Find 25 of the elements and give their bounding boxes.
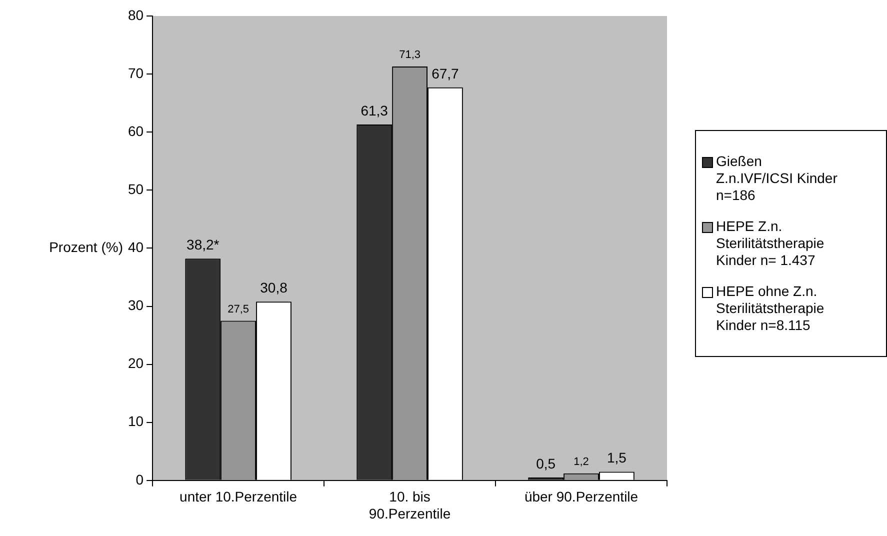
- data-label: 71,3: [399, 49, 420, 62]
- data-label: 1,2: [574, 456, 589, 468]
- y-tick-label: 20: [128, 355, 144, 372]
- y-tick-label: 80: [128, 6, 144, 23]
- y-tick-label: 30: [128, 297, 144, 314]
- y-tick-label: 0: [136, 471, 144, 488]
- legend-label: HEPE ohne Z.n. Sterilitätstherapie Kinder n=8.115: [716, 283, 826, 334]
- y-tick-label: 70: [128, 64, 144, 81]
- y-tick-label: 50: [128, 181, 144, 198]
- x-tick-label: über 90.Perzentile: [524, 488, 638, 505]
- data-label: 67,7: [432, 65, 460, 82]
- data-label: 61,3: [360, 102, 388, 118]
- legend-label: Gießen Z.n.IVF/ICSI Kinder n=186: [716, 153, 838, 204]
- y-tick-label: 10: [128, 413, 144, 430]
- x-tick-label: unter 10.Perzentile: [180, 488, 298, 505]
- data-label: 1,5: [606, 450, 627, 466]
- data-label: 0,5: [536, 455, 556, 472]
- x-tick-label: 10. bis 90.Perzentile: [368, 488, 451, 522]
- y-tick-label: 60: [128, 122, 144, 139]
- data-label: 38,2*: [186, 236, 220, 253]
- data-label: 27,5: [228, 303, 250, 316]
- y-axis-title: Prozent (%): [49, 239, 123, 256]
- legend-label: HEPE Z.n. Sterilitätstherapie Kinder n= 1.437: [716, 218, 826, 269]
- y-tick-label: 40: [128, 239, 144, 256]
- data-label: 30,8: [260, 279, 288, 296]
